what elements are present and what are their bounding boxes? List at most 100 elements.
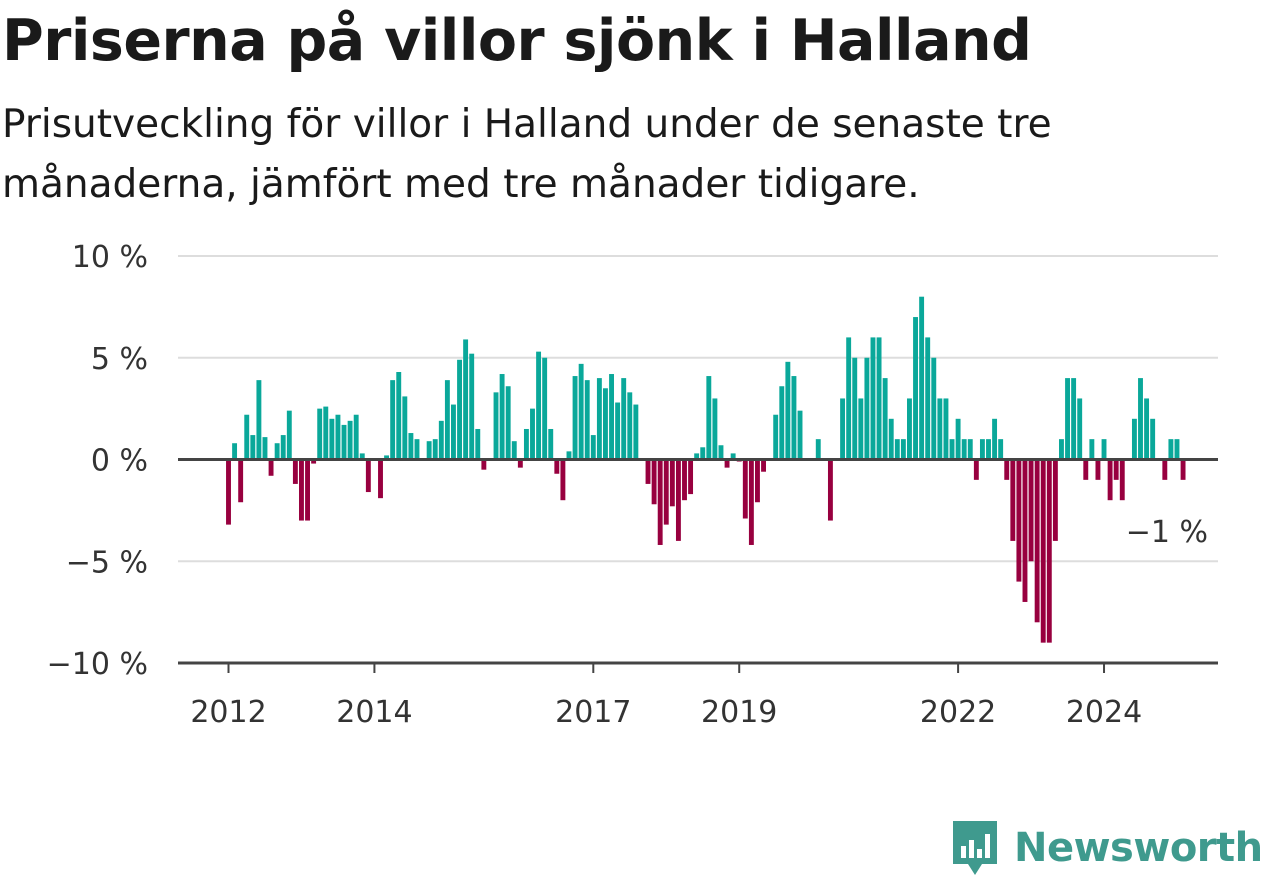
bar bbox=[1089, 439, 1095, 460]
bar bbox=[311, 459, 317, 464]
bar bbox=[931, 357, 937, 460]
bar bbox=[256, 380, 262, 460]
bar bbox=[268, 459, 274, 476]
bar bbox=[463, 339, 469, 460]
bar bbox=[323, 406, 329, 460]
bar bbox=[578, 363, 584, 460]
bar bbox=[888, 418, 894, 460]
bar bbox=[1095, 459, 1101, 480]
bar bbox=[542, 357, 548, 460]
bar bbox=[1083, 459, 1089, 480]
bar bbox=[335, 414, 341, 460]
bar bbox=[1071, 378, 1077, 460]
bar bbox=[226, 459, 231, 525]
bar bbox=[998, 439, 1004, 460]
bar bbox=[572, 376, 578, 460]
bar bbox=[554, 459, 560, 474]
x-tick-label: 2017 bbox=[555, 695, 631, 730]
bar bbox=[967, 439, 973, 460]
bar bbox=[280, 435, 286, 460]
bar bbox=[870, 337, 876, 460]
bar bbox=[955, 418, 961, 460]
bar bbox=[858, 398, 864, 460]
bar bbox=[329, 418, 335, 460]
bar bbox=[675, 459, 681, 541]
y-tick-label: 0 % bbox=[91, 444, 148, 479]
bar bbox=[913, 317, 918, 460]
bar bbox=[882, 378, 888, 460]
bar bbox=[414, 439, 420, 460]
bar bbox=[773, 414, 779, 460]
bar bbox=[621, 378, 627, 460]
bar bbox=[469, 353, 475, 460]
bar bbox=[390, 380, 396, 460]
newsworthy-logo: Newsworthy bbox=[950, 818, 1262, 878]
newsworthy-logo-icon bbox=[953, 821, 997, 875]
bar bbox=[1034, 459, 1040, 623]
gridlines bbox=[178, 255, 1218, 563]
bar bbox=[718, 445, 724, 460]
x-tick-label: 2012 bbox=[190, 695, 266, 730]
bar bbox=[317, 408, 323, 460]
bar bbox=[505, 386, 511, 460]
bar bbox=[232, 443, 238, 460]
bar bbox=[596, 378, 602, 460]
bar bbox=[797, 410, 803, 460]
bar bbox=[305, 459, 310, 521]
bar bbox=[925, 337, 931, 460]
bar bbox=[536, 351, 542, 460]
y-tick-label: 10 % bbox=[72, 240, 148, 275]
bar bbox=[530, 408, 535, 460]
bar bbox=[299, 459, 304, 521]
bars bbox=[226, 296, 1186, 643]
x-tick-label: 2019 bbox=[701, 695, 777, 730]
bar bbox=[1101, 439, 1107, 460]
bar bbox=[451, 404, 456, 460]
x-tick-label: 2024 bbox=[1066, 695, 1142, 730]
bar bbox=[432, 439, 438, 460]
bar bbox=[250, 435, 256, 460]
bar bbox=[706, 376, 712, 460]
bar bbox=[1138, 378, 1143, 460]
bar bbox=[481, 459, 487, 470]
bar bbox=[724, 459, 730, 468]
bar bbox=[1028, 459, 1034, 562]
bar bbox=[238, 459, 244, 503]
chart-title: Priserna på villor sjönk i Halland bbox=[2, 8, 1032, 74]
axes bbox=[178, 458, 1218, 673]
bar bbox=[712, 398, 718, 460]
bar bbox=[517, 459, 523, 468]
bar bbox=[1162, 459, 1168, 480]
bar bbox=[669, 459, 675, 507]
bar bbox=[785, 361, 791, 460]
bar bbox=[894, 439, 900, 460]
bar bbox=[1107, 459, 1113, 501]
bar bbox=[919, 296, 925, 460]
bar bbox=[286, 410, 292, 460]
bar bbox=[1065, 378, 1070, 460]
y-tick-label: −10 % bbox=[47, 647, 148, 682]
bar bbox=[408, 433, 414, 460]
bar bbox=[262, 437, 268, 460]
bar bbox=[682, 459, 687, 501]
bar bbox=[633, 404, 639, 460]
bar bbox=[359, 453, 365, 460]
bar bbox=[694, 453, 700, 460]
bar bbox=[615, 402, 621, 460]
bar bbox=[1022, 459, 1028, 602]
bar bbox=[645, 459, 651, 484]
bar bbox=[979, 439, 985, 460]
bar bbox=[609, 374, 614, 460]
bar bbox=[1168, 439, 1174, 460]
bar bbox=[353, 414, 359, 460]
bar bbox=[341, 424, 347, 460]
bar bbox=[457, 359, 462, 460]
bar bbox=[876, 337, 882, 460]
bar bbox=[511, 441, 517, 460]
bar bbox=[560, 459, 566, 501]
bar bbox=[1004, 459, 1010, 480]
bar bbox=[846, 337, 852, 460]
bar bbox=[761, 459, 766, 472]
chart-subtitle: Prisutveckling för villor i Halland unde… bbox=[2, 102, 1052, 207]
